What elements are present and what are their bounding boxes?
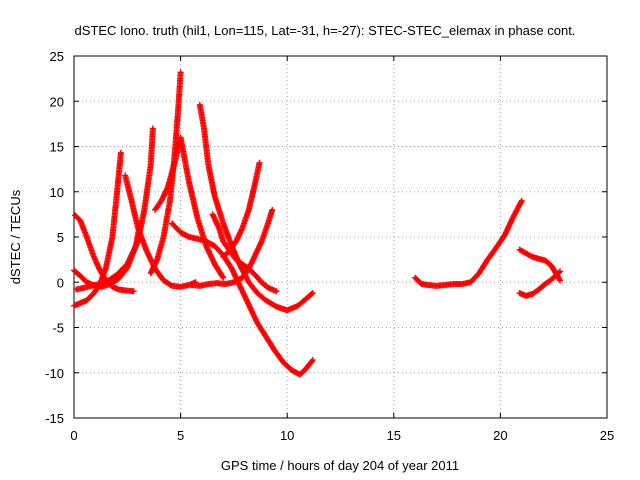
data-point [557,277,564,284]
y-tick-label: 25 [50,49,64,64]
plot-frame [73,55,608,419]
x-tick-label: 25 [600,428,614,443]
y-tick-label: 10 [50,185,64,200]
data-series [220,159,263,260]
x-axis-label: GPS time / hours of day 204 of year 2011 [221,458,459,473]
y-axis-label: dSTEC / TECUs [8,189,23,284]
data-point [309,357,316,364]
grid-lines [74,56,607,418]
x-tick-label: 5 [177,428,184,443]
data-point-marker [308,358,315,365]
data-point [269,206,276,213]
data-point [518,197,525,204]
data-series [73,125,156,293]
data-point [130,288,137,295]
x-tick-label: 20 [493,428,507,443]
y-tick-label: 20 [50,94,64,109]
data-point-marker [219,273,226,280]
y-tick-label: -10 [45,366,64,381]
data-point [149,125,156,132]
axis-ticks: 0 5 10 15 20 25 -15 -10 -5 0 5 10 15 20 25 [45,49,614,443]
y-tick-label: 15 [50,140,64,155]
data-series [209,211,280,295]
data-point [177,69,184,76]
data-series [412,197,525,289]
chart-title: dSTEC Iono. truth (hil1, Lon=115, Lat=-3… [75,23,576,38]
data-series [516,246,564,284]
x-tick-label: 0 [70,428,77,443]
data-series [152,134,227,281]
data-series [71,149,124,309]
x-tick-label: 10 [280,428,294,443]
y-tick-label: 5 [57,230,64,245]
data-series [188,206,276,289]
data-marks [71,69,564,378]
y-tick-label: -15 [45,411,64,426]
data-series [147,69,184,277]
data-point [117,149,124,156]
data-point [256,159,263,166]
data-series [122,172,199,290]
data-series [169,220,316,378]
x-tick-label: 15 [387,428,401,443]
y-tick-label: -5 [52,321,64,336]
y-tick-label: 0 [57,275,64,290]
data-point-marker [556,276,563,283]
data-point [273,288,280,295]
data-point [309,290,316,297]
data-point [220,274,227,281]
data-point-marker [308,291,315,298]
